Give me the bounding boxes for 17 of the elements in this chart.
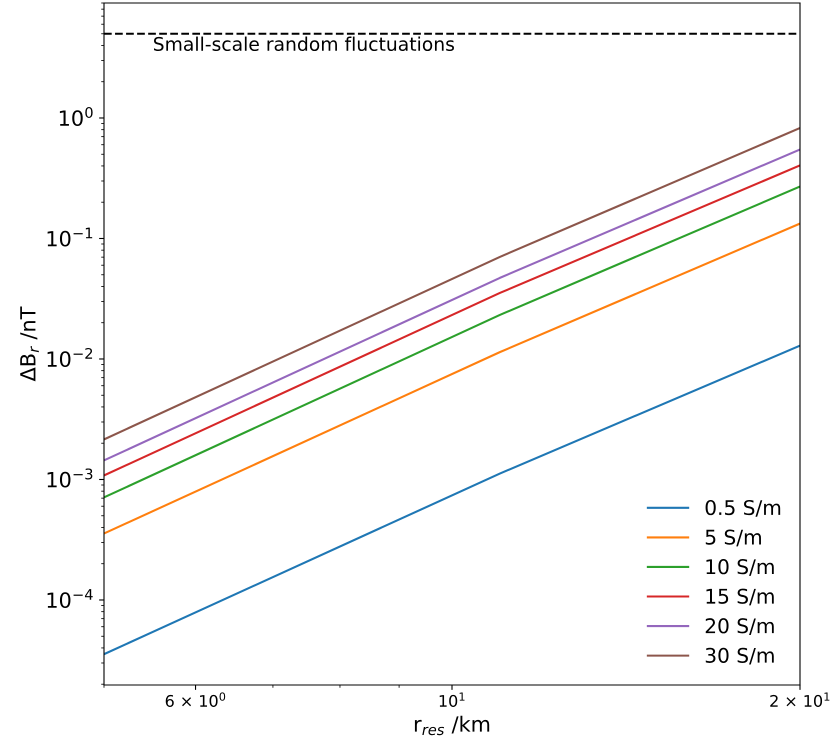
x-tick-label: 10$^{1}$ <box>440 692 465 707</box>
y-tick-label: 10$^{−1}$ <box>48 228 92 247</box>
legend-label: 15 S/m <box>706 588 774 606</box>
y-tick-label: 10$^{−2}$ <box>48 348 92 368</box>
x-tick-label: 6 × 10$^{0}$ <box>166 692 226 707</box>
y-tick-label: 10$^{0}$ <box>60 106 93 126</box>
ref-line-label: Small-scale random fluctuations <box>154 36 454 52</box>
legend-label: 0.5 S/m <box>706 500 780 517</box>
x-axis-title: r$_{res}$ /km <box>414 716 490 736</box>
x-tick-label: 2 × 10$^{1}$ <box>770 692 830 707</box>
y-tick-label: 10$^{−4}$ <box>48 589 93 608</box>
legend-label: 10 S/m <box>706 559 774 576</box>
legend-label: 5 S/m <box>706 530 761 546</box>
legend-label: 30 S/m <box>706 648 774 665</box>
y-tick-label: 10$^{−3}$ <box>48 468 92 488</box>
legend-label: 20 S/m <box>706 618 774 635</box>
y-axis-title: ΔB$_{r}$ /nT <box>20 306 39 382</box>
